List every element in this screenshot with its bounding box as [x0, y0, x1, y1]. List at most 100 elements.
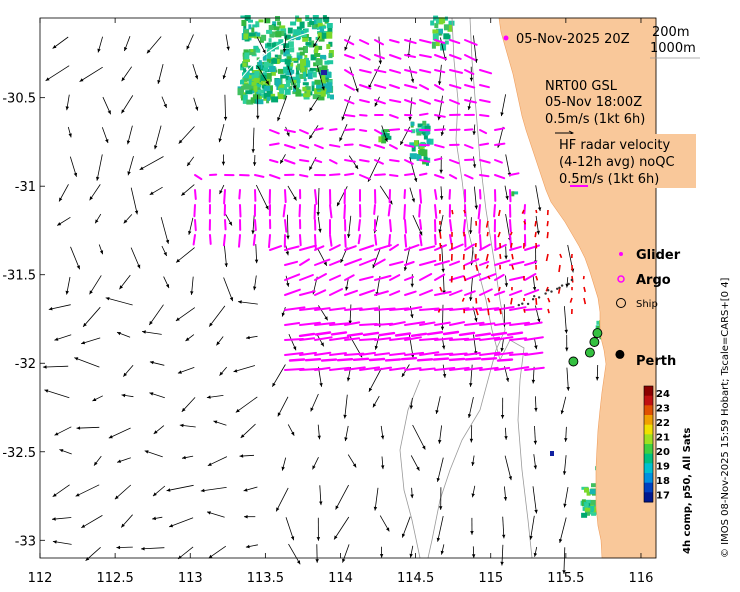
hf-vector [404, 172, 415, 176]
hf-vector [509, 245, 522, 251]
gsl-vector-head [533, 440, 538, 445]
hf-vector [284, 189, 287, 204]
hf-vector [357, 234, 361, 245]
hf-vector [464, 337, 481, 341]
gsl-vector-head [500, 347, 504, 352]
gsl-vector [252, 127, 255, 153]
sst-pixel [316, 18, 323, 24]
gsl-vector-head [438, 506, 443, 510]
hf-vector [432, 357, 450, 361]
hf-vector [389, 69, 401, 74]
hf-vector [284, 260, 299, 266]
hf-vector [509, 189, 512, 203]
hf-vector [299, 174, 309, 178]
gsl-vector-head [153, 492, 157, 497]
gsl-vector-head [281, 466, 285, 471]
hf-vector [474, 332, 492, 337]
coastal-vector [439, 242, 442, 249]
hf-vector [374, 352, 390, 356]
gsl-vector-head [190, 291, 194, 295]
hf-vector [479, 260, 490, 266]
hf-vector [449, 234, 453, 245]
sst-pixel [422, 159, 427, 165]
sst-pixel [275, 81, 280, 87]
hf-vector [359, 275, 374, 281]
gsl-vector-head [141, 547, 145, 551]
sst-pixel [584, 487, 589, 493]
hf-vector [524, 260, 538, 266]
sst-pixel [243, 77, 250, 82]
gsl-vector-head [223, 116, 228, 121]
gsl-vector-head [340, 258, 344, 263]
sst-pixel [275, 31, 282, 38]
hf-vector [374, 322, 394, 326]
hf-vector [329, 173, 341, 176]
hf-vector [464, 258, 480, 266]
sst-pixel [326, 31, 333, 39]
hf-vector [404, 306, 423, 311]
sst-pixel [290, 21, 297, 26]
sst-pixel [410, 121, 415, 126]
gsl-vector [96, 154, 103, 181]
hf-vector [434, 144, 445, 149]
gsl-vector-head [75, 493, 80, 497]
hf-vector [464, 54, 476, 61]
hf-vector [464, 234, 467, 248]
sst-pixel [255, 21, 260, 28]
sst-pixel [411, 129, 416, 134]
sst-pixel [304, 60, 311, 68]
gsl-vector-head [341, 116, 345, 121]
sst-pixel [253, 85, 258, 92]
gsl-vector-head [534, 345, 538, 350]
sst-pixel [274, 54, 278, 58]
gsl-vector-head [380, 435, 385, 440]
hf-vector [284, 322, 301, 326]
gsl-vector-head [149, 392, 154, 396]
gsl-vector-head [471, 462, 475, 466]
hf-vector [359, 244, 375, 251]
sst-pixel [416, 153, 422, 161]
gsl-vector-head [373, 506, 378, 511]
coastal-vector [523, 308, 526, 313]
gsl-vector-head [252, 162, 257, 166]
hf-vector [524, 336, 544, 341]
sst-pixel [447, 24, 453, 32]
gsl-vector-head [291, 431, 295, 436]
ship-marker-icon [568, 356, 579, 367]
gsl-vector-head [309, 107, 313, 112]
sst-pixel [381, 136, 385, 143]
sst-pixel [295, 72, 300, 80]
hf-vector [509, 352, 529, 356]
sst-pixel [293, 80, 298, 83]
sst-pixel [258, 69, 263, 74]
sst-pixel [424, 125, 431, 130]
hf-vector [404, 275, 414, 281]
hf-vector [490, 331, 508, 337]
hf-vector [359, 323, 378, 326]
hf-vector [314, 331, 332, 336]
gsl-vector-head [238, 300, 242, 304]
hf-vector [389, 260, 404, 266]
hf-vector [359, 289, 375, 296]
y-tick-label: -31.5 [2, 269, 36, 284]
gsl-vector-head [389, 200, 393, 205]
gsl-vector-head [185, 337, 190, 341]
sst-pixel [328, 53, 333, 59]
gsl-vector-head [121, 77, 126, 82]
gsl-vector-head [378, 60, 383, 65]
gsl-vector [160, 217, 169, 244]
sst-pixel [294, 84, 299, 90]
gsl-vector-head [323, 261, 327, 266]
hf-vector [374, 307, 396, 311]
gsl-vector-head [293, 196, 297, 201]
gsl-vector-head [163, 252, 167, 256]
coastal-vector [546, 231, 549, 239]
hf-vector [434, 307, 454, 311]
colorbar-segment [644, 405, 653, 416]
gsl-vector [317, 187, 320, 216]
sst-pixel [304, 28, 309, 33]
gsl-vector [374, 487, 379, 511]
gsl-vector-head [319, 501, 323, 506]
sst-pixel [584, 507, 591, 512]
sst-pixel [315, 21, 320, 27]
